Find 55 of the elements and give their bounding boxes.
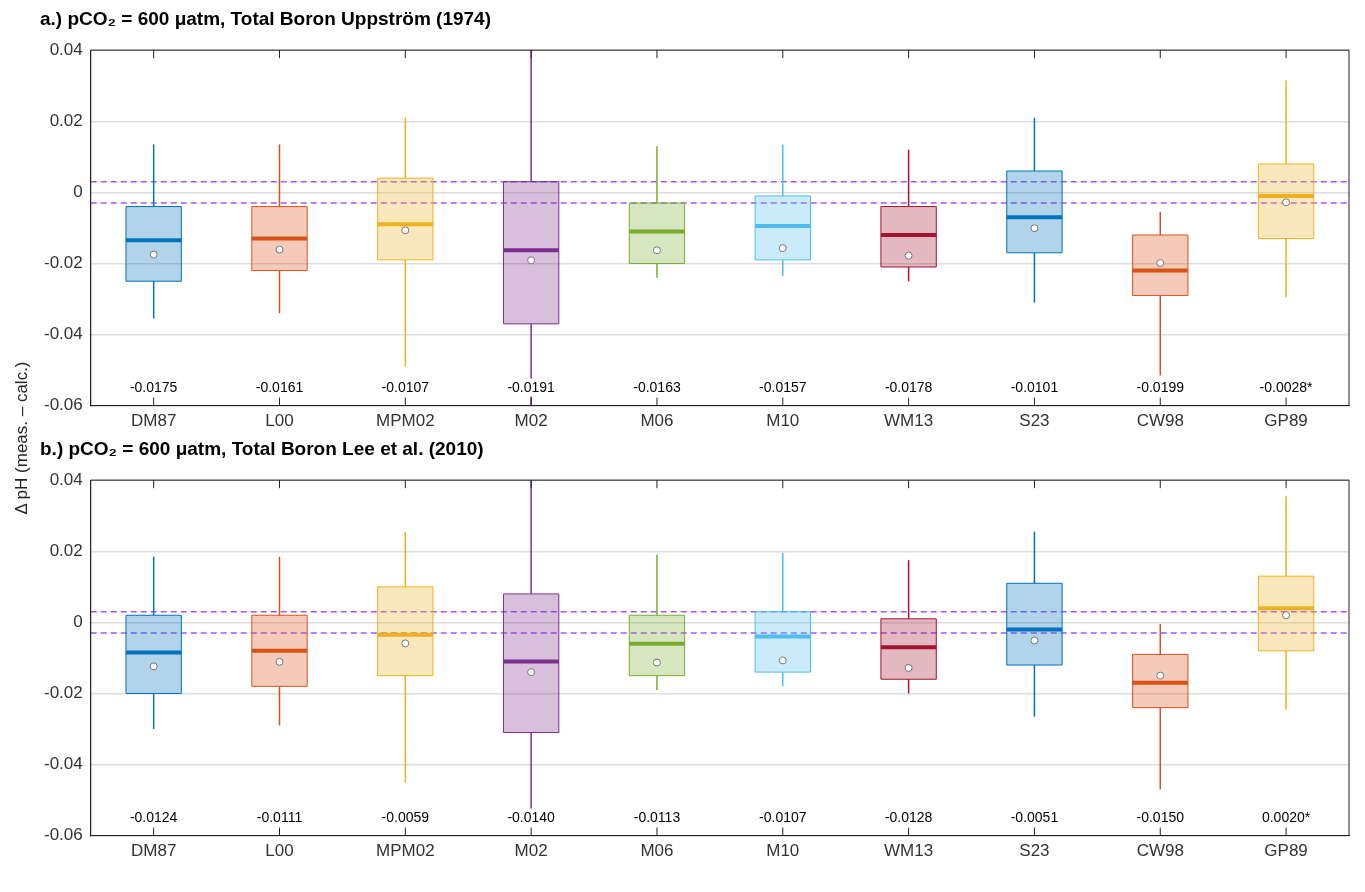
- x-tick-label: CW98: [1136, 411, 1184, 431]
- y-tick-label: -0.02: [44, 683, 83, 703]
- text: -0.0124: [129, 809, 178, 826]
- y-tick-label: 0: [73, 612, 83, 632]
- x-tick-label: GP89: [1264, 411, 1308, 431]
- x-tick-label: M02: [514, 841, 548, 861]
- text: -0.0113: [633, 809, 681, 826]
- text: -0.0163: [633, 379, 681, 396]
- y-tick-label: 0: [73, 182, 83, 202]
- y-tick-label: -0.06: [44, 395, 83, 415]
- y-tick-label: -0.06: [44, 825, 83, 845]
- x-tick-label: L00: [265, 841, 294, 861]
- text: -0.0161: [255, 379, 304, 396]
- x-tick-label: M10: [766, 841, 800, 861]
- y-tick-label: -0.04: [44, 324, 83, 344]
- text: -0.0191: [507, 379, 555, 396]
- text: 0.0020*: [1261, 809, 1311, 826]
- x-tick-label: WM13: [884, 841, 934, 861]
- chart-title: a.) pCO₂ = 600 μatm, Total Boron Uppström (1974): [40, 8, 492, 31]
- x-tick-label: M10: [766, 411, 800, 431]
- x-tick-label: CW98: [1136, 841, 1184, 861]
- y-tick-label: 0.02: [49, 540, 83, 560]
- x-tick-label: MPM02: [376, 841, 435, 861]
- x-tick-label: M02: [514, 411, 548, 431]
- x-tick-label: DM87: [130, 841, 177, 861]
- y-tick-label: -0.04: [44, 754, 83, 774]
- text: -0.0107: [381, 379, 430, 396]
- y-tick-label: 0.02: [49, 110, 83, 130]
- y-axis-title: Δ pH (meas. – calc.): [12, 361, 32, 515]
- chart-title: b.) pCO₂ = 600 μatm, Total Boron Lee et al. (2010): [40, 438, 485, 461]
- x-tick-label: MPM02: [376, 411, 435, 431]
- text: -0.0059: [381, 809, 430, 826]
- y-tick-label: 0.04: [49, 469, 83, 489]
- text: -0.0178: [884, 379, 933, 396]
- text: -0.0150: [1136, 809, 1184, 826]
- x-tick-label: S23: [1019, 411, 1050, 431]
- text: -0.0175: [129, 379, 178, 396]
- y-tick-label: 0.04: [49, 39, 83, 59]
- x-tick-label: M06: [640, 841, 674, 861]
- text: -0.0111: [256, 809, 303, 826]
- text: -0.0051: [1010, 809, 1059, 826]
- text: -0.0107: [759, 809, 807, 826]
- y-tick-label: -0.02: [44, 253, 83, 273]
- text: -0.0101: [1010, 379, 1059, 396]
- text: -0.0028*: [1259, 379, 1313, 396]
- x-tick-label: DM87: [130, 411, 177, 431]
- x-tick-label: GP89: [1264, 841, 1308, 861]
- x-tick-label: M06: [640, 411, 674, 431]
- text: -0.0140: [507, 809, 555, 826]
- text: -0.0157: [759, 379, 807, 396]
- x-tick-label: L00: [265, 411, 294, 431]
- x-tick-label: S23: [1019, 841, 1050, 861]
- text: -0.0199: [1136, 379, 1184, 396]
- text: -0.0128: [884, 809, 933, 826]
- x-tick-label: WM13: [884, 411, 934, 431]
